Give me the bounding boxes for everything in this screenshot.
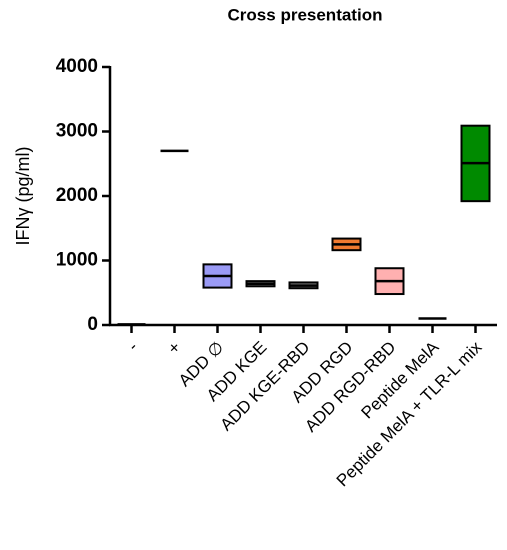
y-tick-label: 3000 [56,121,98,142]
y-tick-label: 0 [87,314,98,335]
y-tick-label: 1000 [56,250,98,271]
y-tick-label: 4000 [56,56,98,77]
chart-title: Cross presentation [228,5,383,24]
y-tick-label: 2000 [56,185,98,206]
y-axis-label: IFNγ (pg/ml) [13,147,33,246]
x-tick-label: + [164,338,185,359]
x-tick-label: - [124,338,141,355]
